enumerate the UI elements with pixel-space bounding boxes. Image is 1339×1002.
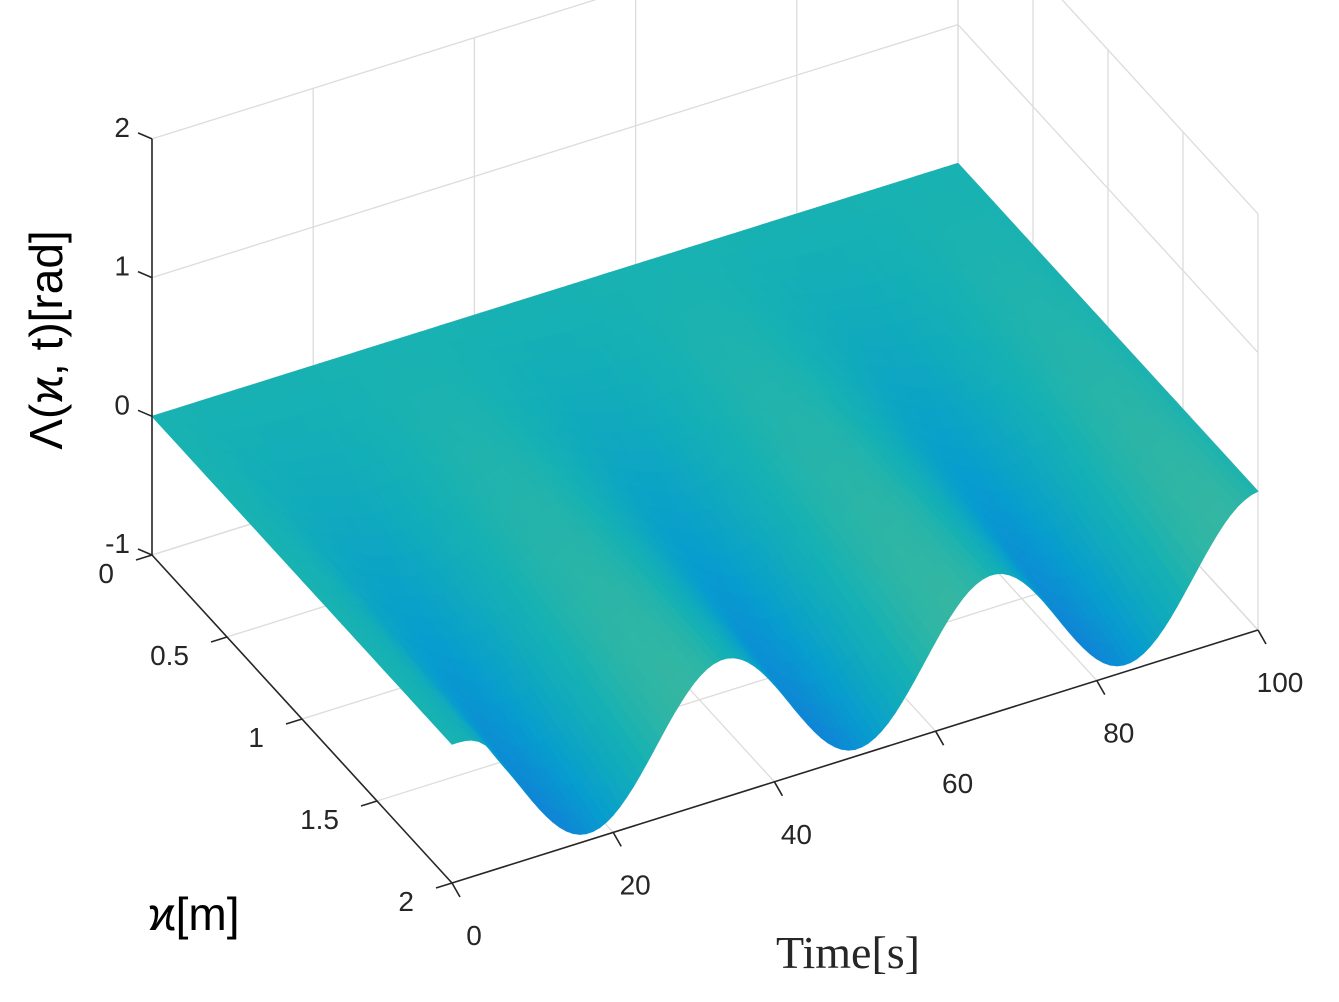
y-tick-mark xyxy=(285,718,303,725)
y-tick-mark xyxy=(435,882,453,889)
x-tick-label: 40 xyxy=(781,819,812,850)
z-tick-label: -1 xyxy=(105,528,130,559)
x-tick-mark xyxy=(451,882,461,898)
z-axis-label: Λ(ϰ, t)[rad] xyxy=(20,230,72,449)
x-tick-mark xyxy=(1257,629,1267,645)
x-axis-line xyxy=(451,629,1259,884)
z-tick-mark xyxy=(137,270,153,279)
y-tick-mark xyxy=(135,554,153,561)
axes xyxy=(135,132,1267,898)
grid-line xyxy=(151,0,597,140)
x-tick-label: 80 xyxy=(1103,718,1134,749)
x-axis-label: Time[s] xyxy=(776,927,920,978)
y-tick-label: 1 xyxy=(248,722,264,753)
y-tick-label: 1.5 xyxy=(300,804,339,835)
y-tick-mark xyxy=(360,800,378,807)
x-tick-label: 20 xyxy=(620,869,651,900)
z-tick-mark xyxy=(137,548,153,556)
x-tick-mark xyxy=(934,730,945,746)
z-tick-label: 1 xyxy=(114,251,130,282)
z-tick-label: 0 xyxy=(114,389,130,420)
surface-patch xyxy=(437,726,460,745)
x-tick-mark xyxy=(773,781,784,797)
grid-line xyxy=(1061,0,1259,215)
y-tick-label: 2 xyxy=(398,886,414,917)
x-tick-label: 0 xyxy=(466,920,482,951)
surface-mesh xyxy=(151,162,1259,835)
x-tick-label: 100 xyxy=(1257,667,1304,698)
y-tick-mark xyxy=(210,636,228,643)
z-tick-mark xyxy=(137,132,153,140)
y-axis-label: ϰ[m] xyxy=(148,888,240,940)
x-tick-mark xyxy=(612,832,622,847)
grid-line xyxy=(957,24,1259,354)
x-tick-mark xyxy=(1096,680,1106,695)
z-tick-mark xyxy=(137,409,153,418)
y-tick-label: 0 xyxy=(98,558,114,589)
y-tick-label: 0.5 xyxy=(150,640,189,671)
grid-line xyxy=(151,23,959,279)
x-tick-label: 60 xyxy=(942,768,973,799)
z-tick-label: 2 xyxy=(114,112,130,143)
